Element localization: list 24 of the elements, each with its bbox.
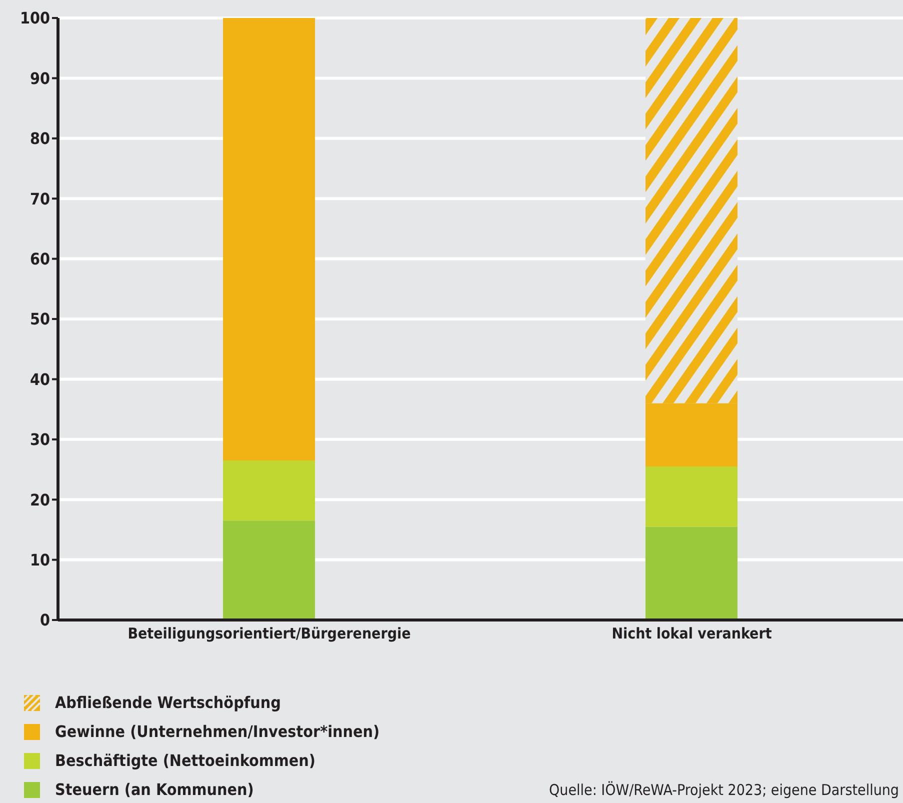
y-tick-label: 60 <box>30 249 50 268</box>
y-tick-label: 20 <box>30 490 50 510</box>
y-tick-label: 80 <box>30 129 50 148</box>
source-note: Quelle: IÖW/ReWA-Projekt 2023; eigene Darstellung <box>549 781 899 799</box>
legend-label: Beschäftigte (Nettoeinkommen) <box>55 751 316 770</box>
legend-label: Steuern (an Kommunen) <box>55 780 254 799</box>
y-tick-label: 100 <box>20 8 50 28</box>
y-tick-label: 70 <box>30 189 50 208</box>
legend-label: Abfließende Wertschöpfung <box>55 693 281 712</box>
bar <box>223 520 315 620</box>
bar <box>646 526 738 620</box>
y-tick-label: 40 <box>30 370 50 389</box>
y-tick-label: 90 <box>30 68 50 88</box>
y-tick-label: 50 <box>30 310 50 329</box>
bar <box>646 466 738 527</box>
y-tick-label: 10 <box>30 550 50 570</box>
bar <box>223 18 315 460</box>
y-tick-label: 0 <box>40 610 50 630</box>
legend-label: Gewinne (Unternehmen/Investor*innen) <box>55 722 380 741</box>
y-tick-label: 30 <box>30 430 50 450</box>
x-tick-label: Beteiligungsorientiert/Bürgerenergie <box>128 624 411 643</box>
x-tick-label: Nicht lokal verankert <box>612 624 772 643</box>
bar <box>646 403 738 466</box>
bar <box>223 460 315 521</box>
